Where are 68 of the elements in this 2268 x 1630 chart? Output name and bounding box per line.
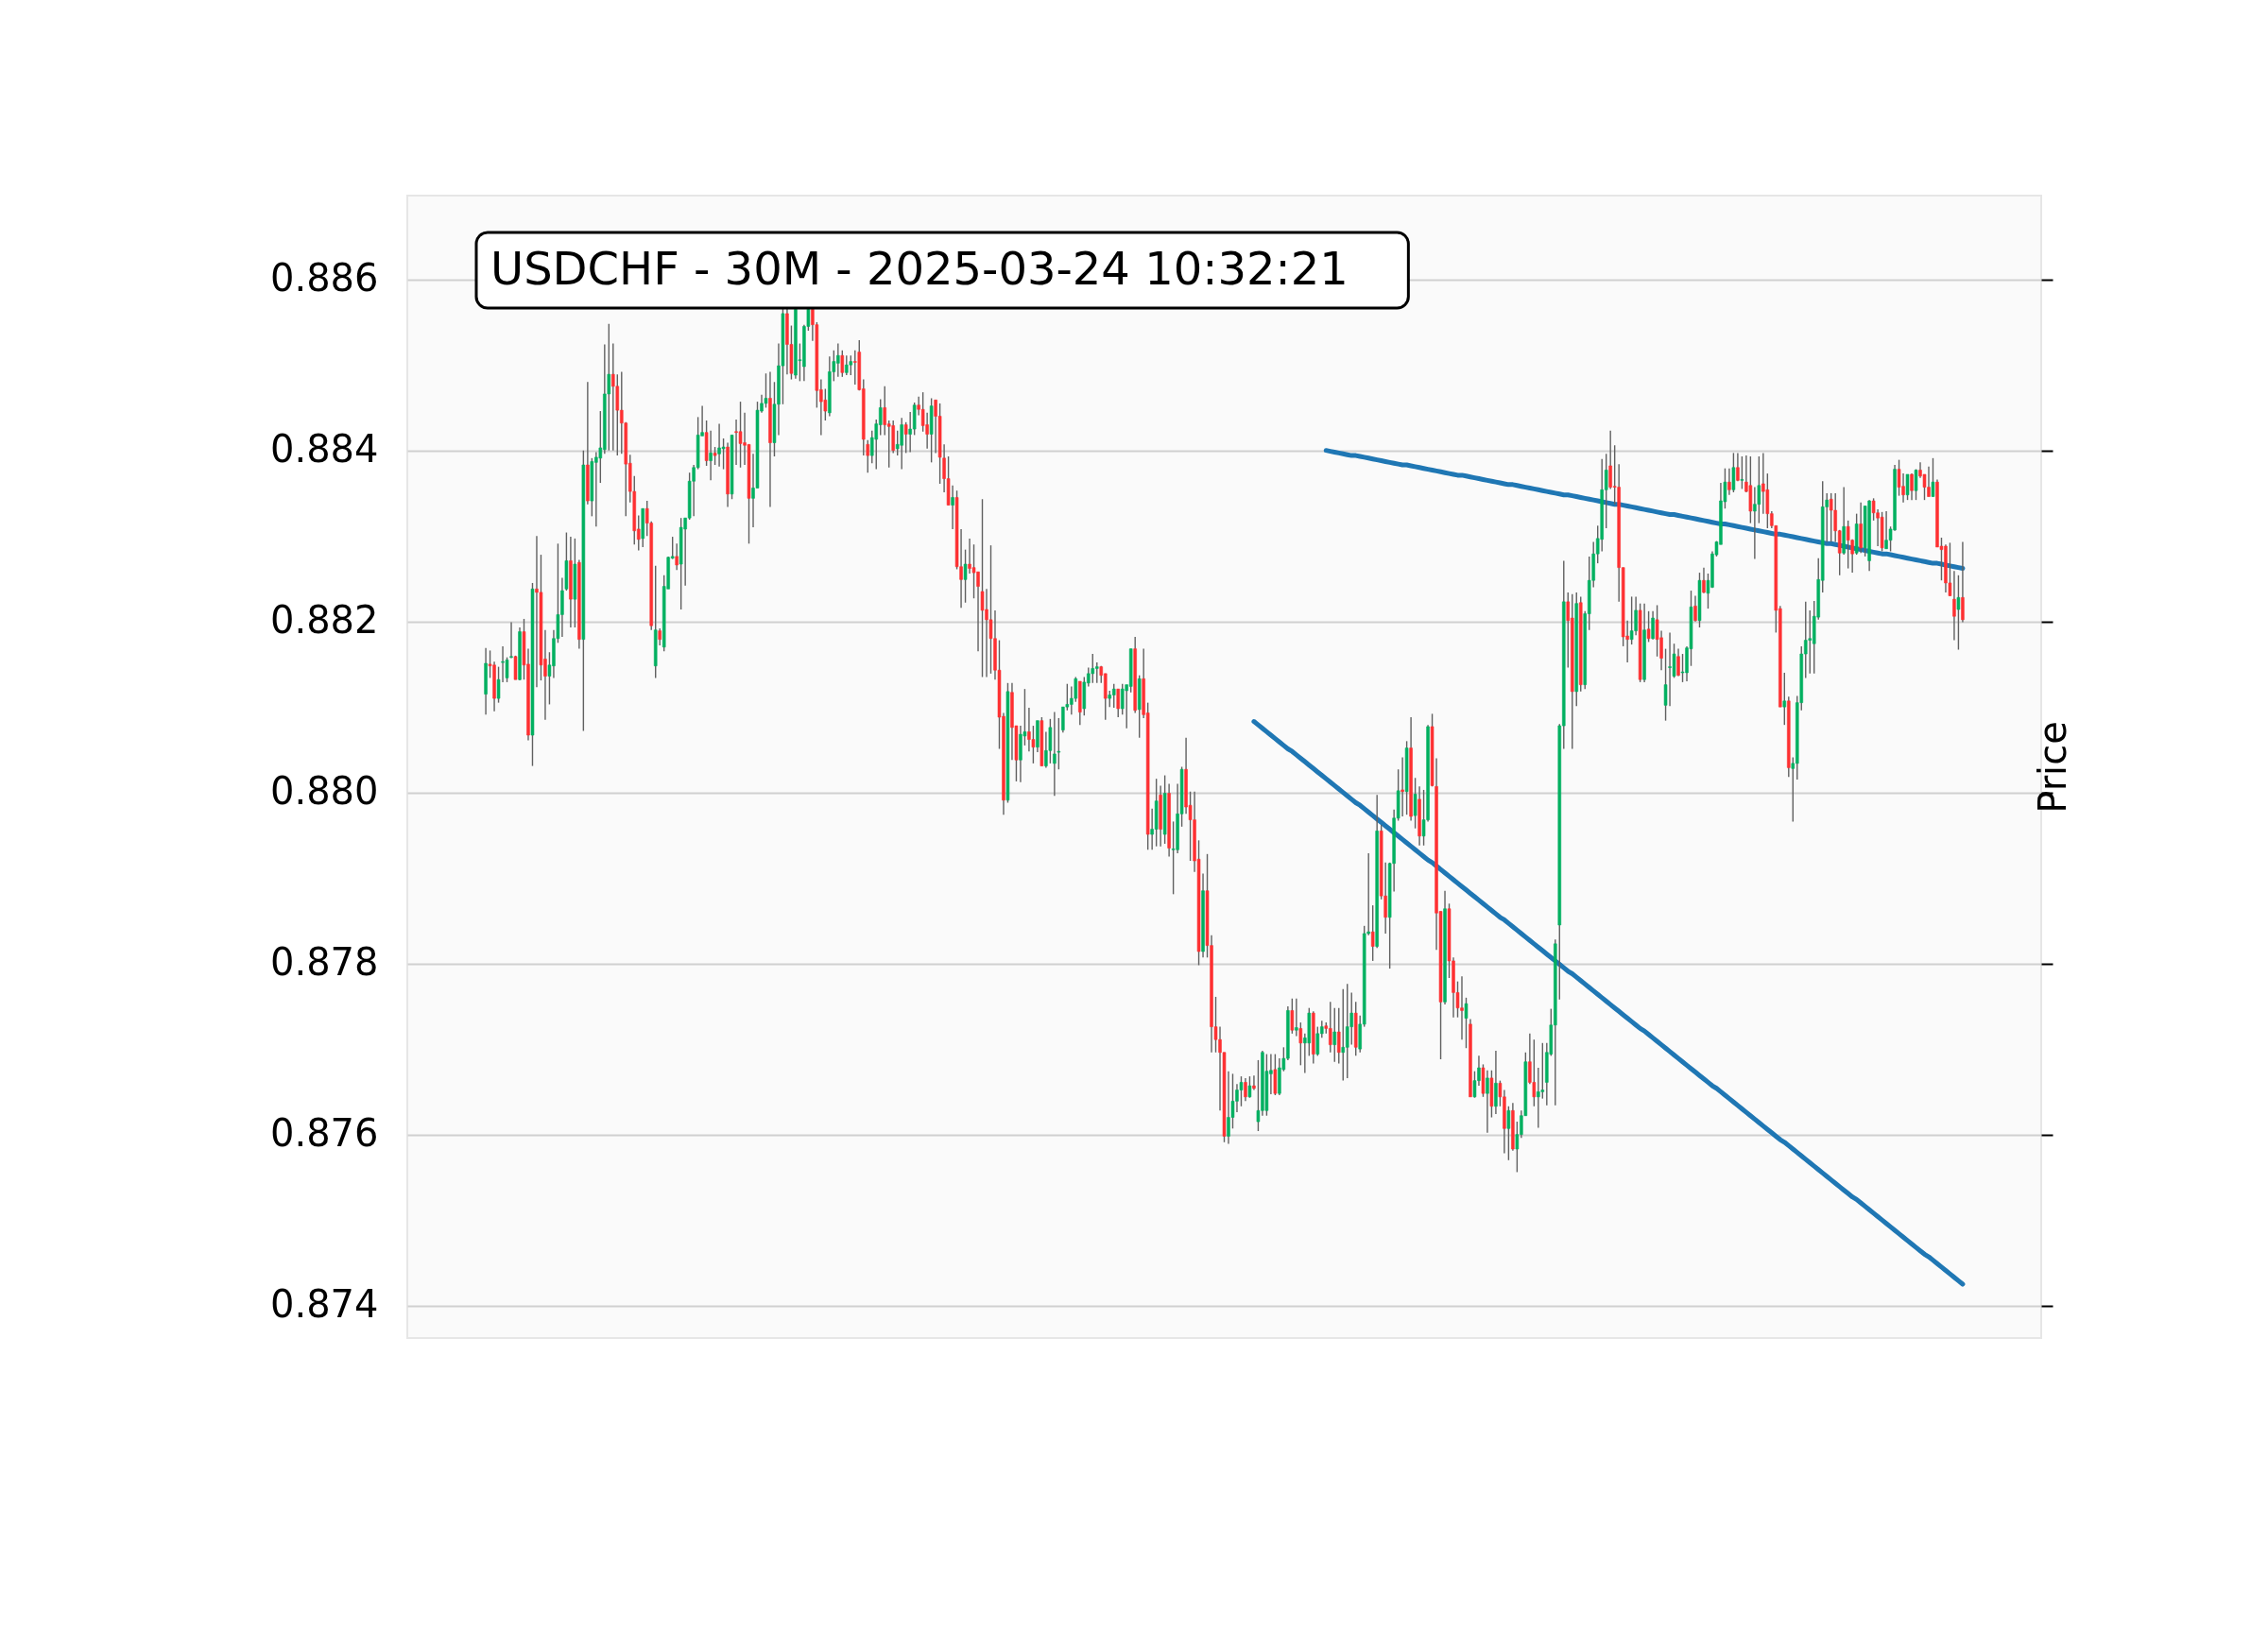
candlestick: [1740, 455, 1744, 490]
candlestick: [1247, 1075, 1252, 1099]
candlestick: [1651, 610, 1655, 641]
candlestick: [1116, 688, 1120, 718]
candlestick: [951, 485, 954, 530]
candlestick: [1341, 988, 1346, 1082]
candlestick: [1332, 1006, 1337, 1063]
candlestick: [1337, 1006, 1341, 1065]
candlestick: [658, 627, 662, 646]
candlestick: [1782, 672, 1787, 726]
candlestick: [607, 323, 611, 452]
candlestick: [1829, 492, 1833, 543]
candlestick: [849, 354, 853, 376]
candlestick: [1244, 1077, 1247, 1103]
candlestick: [1727, 467, 1731, 496]
candlestick: [1349, 991, 1353, 1046]
candlestick: [1634, 595, 1638, 636]
y-axis-title: Price: [2030, 721, 2074, 814]
candlestick: [1753, 486, 1757, 560]
candlestick: [900, 417, 903, 471]
candlestick: [1400, 756, 1404, 817]
candlestick: [1120, 683, 1125, 715]
candlestick: [845, 354, 849, 376]
candlestick: [709, 430, 713, 482]
candlestick: [1290, 998, 1295, 1035]
candlestick: [1252, 1074, 1256, 1091]
candlestick: [1091, 653, 1095, 684]
candlestick: [764, 372, 768, 409]
y-tick-label: 0.874: [269, 1282, 379, 1327]
candlestick: [1702, 566, 1706, 594]
y-tick-label: 0.880: [269, 769, 379, 814]
candlestick: [1846, 520, 1850, 570]
candlestick: [1910, 472, 1914, 501]
candlestick: [1676, 647, 1680, 678]
candlestick: [1537, 1067, 1540, 1129]
candlestick: [1486, 1070, 1489, 1134]
text: USDCHF - 30M - 2025-03-24 10:32:21: [490, 242, 1349, 295]
candlestick: [925, 412, 929, 450]
candlestick: [1905, 473, 1910, 501]
candlestick: [1345, 983, 1349, 1079]
candlestick: [1111, 683, 1116, 709]
candlestick: [509, 621, 513, 660]
candlestick: [1629, 595, 1634, 645]
candlestick: [675, 542, 679, 572]
candlestick: [1315, 1025, 1320, 1057]
candlestick: [1295, 998, 1298, 1038]
candlestick: [738, 401, 743, 469]
y-tick-label: 0.882: [269, 598, 379, 643]
candlestick: [1053, 711, 1057, 797]
candlestick: [1956, 575, 1961, 651]
candlestick: [611, 342, 615, 452]
y-tick-label: 0.886: [269, 256, 379, 300]
y-tick-label: 0.884: [269, 427, 379, 472]
candlestick: [1044, 730, 1048, 769]
y-tick-label: 0.878: [269, 940, 379, 985]
candlestick: [1736, 452, 1740, 482]
candlestick: [980, 498, 985, 678]
candlestick: [1731, 452, 1736, 493]
candlestick: [1506, 1106, 1511, 1161]
candlestick: [1761, 452, 1765, 515]
candlestick: [1931, 457, 1935, 498]
candlestick: [1693, 594, 1697, 623]
candlestick: [1808, 609, 1813, 675]
candlestick: [866, 439, 870, 473]
candlestick: [878, 398, 883, 437]
candlestick: [1961, 540, 1965, 624]
candlestick: [1370, 904, 1375, 962]
y-tick-label: 0.876: [269, 1111, 379, 1156]
